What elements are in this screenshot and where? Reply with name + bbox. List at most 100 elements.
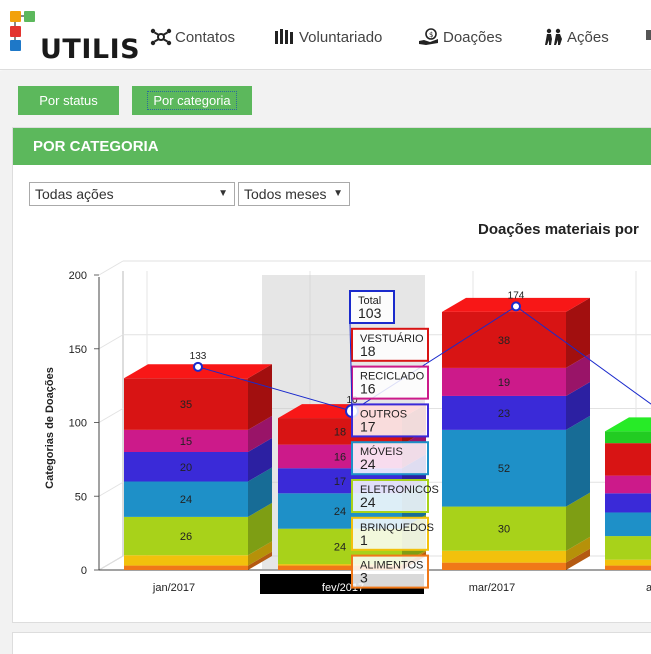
tooltip-box	[351, 479, 429, 513]
bar-segment-side	[566, 415, 590, 507]
donations-chart: Doações materiais por 0 50 100 150 200 Categor…	[44, 221, 651, 594]
total-point-label: 174	[508, 290, 525, 301]
tooltip-series-value: 16	[360, 381, 376, 397]
panel-title: POR CATEGORIA	[13, 128, 651, 165]
bar-segment	[605, 493, 651, 513]
tooltip-series-name: ELETRONICOS	[360, 484, 439, 496]
tooltip-box	[351, 441, 429, 476]
months-select[interactable]: Todos meses ▼	[238, 182, 350, 206]
tooltip-series-value: 103	[358, 305, 382, 321]
gridline-depth	[98, 260, 124, 276]
nav-label-acoes: Ações	[567, 28, 609, 46]
bar-segment	[442, 367, 566, 396]
bar-data-label: 30	[498, 524, 510, 536]
bar-segment	[605, 475, 651, 494]
bar-segment	[124, 452, 248, 482]
y-tick-label: 200	[69, 270, 87, 282]
bar-data-label: 24	[180, 494, 192, 506]
bar-data-label: 23	[498, 408, 510, 420]
tooltip-connector	[349, 322, 353, 412]
bar-top	[605, 417, 651, 432]
gridline-depth	[98, 481, 124, 497]
nav-item-contatos[interactable]: Contatos	[150, 24, 235, 50]
tooltip-series-value: 24	[360, 456, 376, 472]
svg-text:$: $	[429, 31, 433, 39]
nav-item-doacoes[interactable]: $ Doações	[418, 24, 502, 50]
tooltip-series-name: RECICLADO	[360, 371, 425, 383]
tooltip-series-name: VESTUÁRIO	[360, 332, 424, 345]
bar-segment	[124, 429, 248, 452]
tooltip-box	[351, 403, 429, 438]
y-axis-label: Categorias de Doações	[44, 367, 56, 489]
utilis-logo[interactable]: UTILIS	[8, 10, 140, 65]
puzzle-logo-icon	[10, 11, 35, 51]
tooltip-series-name: MÓVEIS	[360, 445, 403, 458]
bar-segment	[442, 395, 566, 430]
bar-data-label: 35	[180, 399, 192, 411]
app-name: UTILIS	[40, 34, 141, 65]
tooltip-series-value: 24	[360, 494, 376, 510]
y-tick-label: 100	[69, 418, 87, 430]
by-status-button[interactable]: Por status	[18, 86, 119, 115]
bar-segment	[605, 559, 651, 566]
bar-segment-side	[566, 536, 590, 563]
actions-people-icon	[545, 28, 562, 45]
bar-data-label: 19	[498, 377, 510, 389]
by-status-label: Por status	[39, 93, 98, 108]
y-tick-label: 0	[81, 565, 87, 577]
x-tick-label: jan/2017	[152, 582, 195, 594]
bar-segment	[605, 536, 651, 560]
bar-segment-side	[248, 541, 272, 566]
bar-segment	[278, 565, 402, 570]
bar-data-label: 18	[334, 426, 346, 438]
bar-segment	[124, 565, 248, 570]
y-tick-label: 50	[75, 491, 87, 503]
total-point-label: 133	[190, 351, 207, 362]
tooltip-series-name: ALIMENTOS	[360, 560, 423, 572]
bar-data-label: 16	[334, 451, 346, 463]
bar-data-label: 52	[498, 463, 510, 475]
tooltip-box	[349, 290, 395, 324]
main-content: Por status Por categoria POR CATEGORIA T…	[0, 71, 651, 654]
by-category-label: Por categoria	[147, 91, 237, 110]
nav-label-contatos: Contatos	[175, 28, 236, 46]
bar-segment	[605, 443, 651, 476]
nav-item-acoes[interactable]: Ações	[544, 24, 609, 50]
tooltip-series-value: 18	[360, 343, 376, 359]
tooltip-series-value: 17	[360, 418, 376, 434]
actions-select[interactable]: Todas ações ▼	[29, 182, 235, 206]
actions-select-value: Todas ações	[35, 186, 114, 202]
bar-segment	[605, 565, 651, 570]
bar-segment	[605, 431, 651, 444]
nav-overflow-icon[interactable]	[646, 30, 651, 40]
tooltip-series-value: 3	[360, 570, 368, 586]
bottom-panel	[12, 632, 651, 654]
bar-segment-side	[566, 297, 590, 368]
chart-title: Doações materiais por	[478, 221, 639, 238]
total-line	[197, 305, 651, 412]
tooltip-series-name: BRINQUEDOS	[360, 522, 434, 534]
bar-segment-side	[248, 502, 272, 556]
months-select-arrow-icon: ▼	[333, 188, 343, 199]
bar-segment	[124, 481, 248, 517]
tooltip-box	[351, 365, 429, 400]
volunteer-hands-icon	[275, 29, 293, 44]
bar-segment-side	[248, 551, 272, 570]
bar-data-label: 26	[180, 531, 192, 543]
bar-segment	[442, 506, 566, 551]
gridline-depth	[98, 555, 124, 571]
bar-segment	[124, 516, 248, 556]
gridline-depth	[98, 408, 124, 423]
nav-label-doacoes: Doações	[443, 28, 503, 46]
bar-segment-side	[248, 438, 272, 482]
actions-select-arrow-icon: ▼	[218, 188, 228, 199]
category-panel: POR CATEGORIA Todas ações ▼ Todos meses …	[12, 127, 651, 623]
by-category-button[interactable]: Por categoria	[132, 86, 252, 115]
tooltip-series-name: Total	[358, 295, 381, 307]
bar-segment	[442, 550, 566, 563]
nav-item-voluntariado[interactable]: Voluntariado	[274, 24, 382, 50]
contacts-network-icon	[150, 28, 172, 46]
bar-segment	[605, 512, 651, 537]
total-point	[193, 361, 203, 372]
tooltip-series-value: 1	[360, 532, 368, 548]
